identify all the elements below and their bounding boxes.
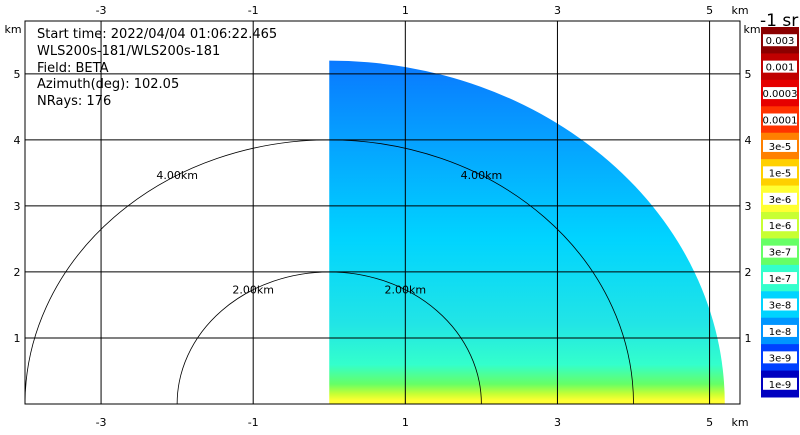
- y-tick-label-right: 1: [745, 332, 752, 345]
- colorbar-label: 1e-9: [769, 380, 792, 391]
- colorbar-label-bg: [763, 60, 797, 73]
- beta-field-layer: [329, 60, 725, 404]
- colorbar-label-bg: [763, 219, 797, 232]
- beta-sector: [329, 60, 725, 404]
- colorbar-label: 1e-5: [769, 168, 792, 179]
- colorbar-label-bg: [763, 87, 797, 100]
- range-ring-label: 4.00km: [156, 169, 198, 182]
- colorbar-label-bg: [763, 245, 797, 258]
- info-start-time: Start time: 2022/04/04 01:06:22.465: [37, 27, 277, 42]
- colorbar-label: 3e-9: [769, 353, 792, 364]
- range-ring-label: 2.00km: [232, 284, 274, 297]
- colorbar-label: 1e-7: [769, 274, 792, 285]
- plot-frame: [24, 20, 741, 405]
- colorbar-label-bg: [763, 377, 797, 390]
- colorbar-label: 3e-5: [769, 142, 792, 153]
- y-tick-label-left: 2: [14, 266, 21, 279]
- x-unit-bottom: km: [731, 416, 748, 429]
- colorbar-label-bg: [763, 113, 797, 126]
- x-tick-label-bottom: 1: [402, 416, 409, 429]
- x-tick-label-bottom: 5: [706, 416, 713, 429]
- x-tick-label-bottom: -3: [96, 416, 107, 429]
- colorbar-label-bg: [763, 34, 797, 47]
- x-tick-label-top: -1: [248, 4, 259, 17]
- colorbar-label-bg: [763, 351, 797, 364]
- y-tick-label-right: 3: [745, 200, 752, 213]
- x-tick-label-top: 5: [706, 4, 713, 17]
- x-tick-label-top: 1: [402, 4, 409, 17]
- range-ring-label: 4.00km: [461, 169, 503, 182]
- colorbar-label-bg: [763, 324, 797, 337]
- info-azimuth: Azimuth(deg): 102.05: [37, 77, 179, 92]
- colorbar-label-bg: [763, 139, 797, 152]
- colorbar-label: 0.0001: [763, 116, 798, 127]
- colorbar-title: -1 sr: [760, 11, 798, 31]
- y-tick-label-left: 1: [14, 332, 21, 345]
- colorbar-label-bg: [763, 192, 797, 205]
- range-ring: [176, 271, 482, 405]
- colorbar-label: 3e-7: [769, 248, 792, 259]
- range-ring-label: 2.00km: [385, 284, 427, 297]
- colorbar: 0.003 0.001 0.0003 0.0001 3e-5 1e-5 3e-6 1e-6 3e…: [761, 27, 799, 398]
- colorbar-label-bg: [763, 166, 797, 179]
- colorbar-label: 1e-6: [769, 221, 792, 232]
- info-box: Start time: 2022/04/04 01:06:22.465 WLS2…: [37, 27, 277, 109]
- y-tick-label-left: 4: [14, 134, 21, 147]
- x-tick-label-top: 3: [554, 4, 561, 17]
- info-field: Field: BETA: [37, 61, 109, 76]
- colorbar-label: 1e-8: [769, 327, 792, 338]
- axis-ticks: -3 -3 -1 -1 1 1 3 3 5 5 1 1 2 2 3 3 4 4 5 5: [14, 4, 752, 429]
- y-unit-left: km: [4, 23, 21, 36]
- y-tick-label-left: 3: [14, 200, 21, 213]
- range-rings: 2.00km 2.00km 4.00km 4.00km: [24, 139, 634, 405]
- x-unit-top: km: [731, 4, 748, 17]
- x-tick-label-top: -3: [96, 4, 107, 17]
- grid-lines: [25, 21, 740, 404]
- x-tick-label-bottom: 3: [554, 416, 561, 429]
- range-ring: [24, 139, 634, 405]
- y-tick-label-right: 2: [745, 266, 752, 279]
- colorbar-label: 0.003: [766, 36, 795, 47]
- y-tick-label-right: 5: [745, 68, 752, 81]
- info-instrument: WLS200s-181/WLS200s-181: [37, 44, 220, 59]
- y-tick-label-left: 5: [14, 68, 21, 81]
- colorbar-label-bg: [763, 272, 797, 285]
- colorbar-label: 3e-6: [769, 195, 792, 206]
- colorbar-label: 3e-8: [769, 301, 792, 312]
- y-unit-right: km: [743, 23, 760, 36]
- y-tick-label-right: 4: [745, 134, 752, 147]
- colorbar-label-bg: [763, 298, 797, 311]
- colorbar-label: 0.001: [766, 63, 795, 74]
- info-nrays: NRays: 176: [37, 94, 111, 109]
- colorbar-label: 0.0003: [763, 89, 798, 100]
- x-tick-label-bottom: -1: [248, 416, 259, 429]
